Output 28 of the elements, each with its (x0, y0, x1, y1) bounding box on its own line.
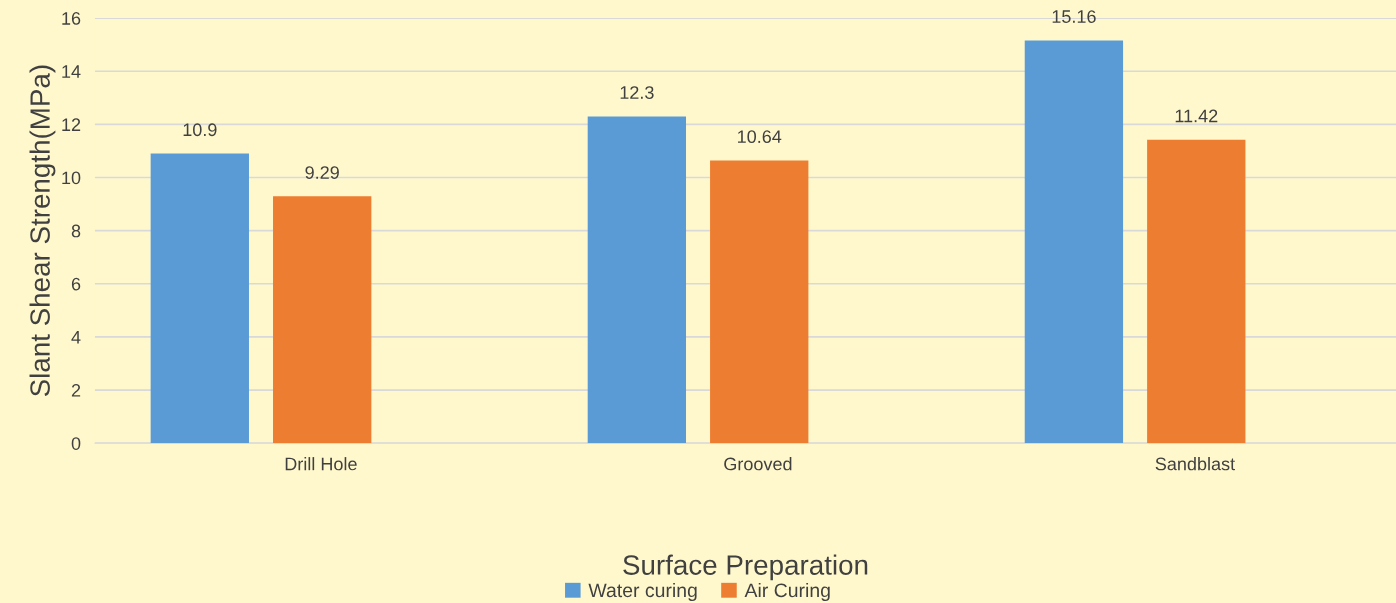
data-label: 12.3 (620, 86, 654, 99)
bar (1147, 139, 1246, 444)
bar (1024, 40, 1124, 444)
data-label: 15.16 (1052, 10, 1096, 23)
bar (587, 116, 687, 444)
y-tick-label: 16 (62, 12, 81, 25)
y-tick-label: 2 (71, 384, 81, 397)
data-label: 10.9 (183, 123, 217, 137)
y-axis-title: Slant Shear Strength(MPa) (29, 65, 56, 397)
x-axis-title: Surface Preparation (623, 554, 868, 581)
y-tick-label: 6 (71, 277, 81, 291)
data-label: 11.42 (1175, 109, 1218, 123)
bar (273, 196, 372, 444)
bar (150, 153, 249, 444)
x-tick-label: Drill Hole (285, 457, 357, 471)
legend-label: Water curing (588, 582, 697, 602)
legend-label: Air Curing (744, 582, 830, 602)
y-tick-label: 14 (62, 65, 81, 78)
y-tick-label: 4 (71, 331, 81, 344)
y-tick-label: 10 (62, 171, 81, 185)
bar (710, 160, 809, 444)
data-label: 10.64 (738, 130, 782, 144)
y-tick-label: 0 (71, 437, 81, 450)
y-tick-label: 12 (62, 118, 81, 131)
x-tick-label: Sandblast (1155, 457, 1235, 471)
x-tick-label: Grooved (724, 457, 792, 471)
y-tick-label: 8 (71, 224, 81, 238)
data-label: 9.29 (305, 166, 339, 179)
